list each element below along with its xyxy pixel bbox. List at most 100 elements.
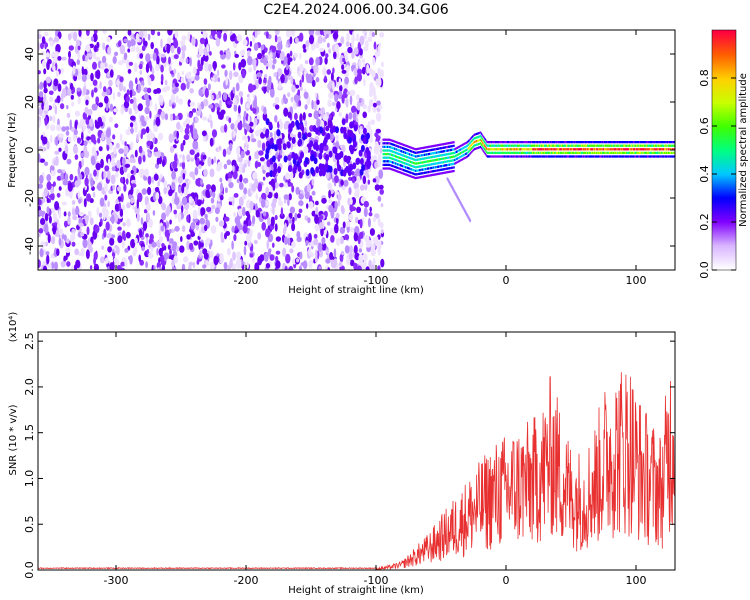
heatmap-ridge-cell — [438, 165, 440, 168]
heatmap-ridge-cell — [422, 154, 424, 157]
heatmap-ridge-cell — [508, 141, 510, 144]
heatmap-noise-cell — [174, 153, 178, 163]
heatmap-ridge-cell — [506, 144, 508, 147]
heatmap-ridge-cell — [627, 155, 629, 158]
heatmap-ridge-cell — [605, 155, 607, 158]
heatmap-ridge-cell — [497, 141, 500, 144]
heatmap-noise-cell — [121, 204, 126, 212]
heatmap-noise-cell — [100, 158, 104, 169]
heatmap-ridge-cell — [448, 149, 450, 152]
heatmap-ridge-cell — [627, 141, 629, 144]
heatmap-noise-cell — [42, 265, 48, 270]
heatmap-ridge-cell — [651, 151, 653, 154]
heatmap-ridge-cell — [619, 155, 621, 158]
heatmap-ridge-cell — [431, 152, 433, 155]
heatmap-ridge-cell — [422, 146, 424, 150]
heatmap-ridge-cell — [500, 151, 502, 154]
heatmap-noise-cell — [232, 251, 236, 261]
heatmap-ridge-cell — [388, 142, 390, 145]
heatmap-ridge-cell — [395, 151, 397, 154]
heatmap-noise-cell — [86, 226, 90, 236]
heatmap-ridge-cell — [411, 146, 413, 150]
heatmap-noise-cell — [113, 108, 119, 113]
heatmap-ridge-cell — [622, 151, 624, 154]
heatmap-ridge-cell — [435, 166, 437, 169]
heatmap-ridge-cell — [439, 158, 441, 161]
heatmap-noise-cell — [119, 267, 125, 270]
heatmap-noise-cell — [274, 178, 277, 183]
heatmap-ridge-cell — [526, 151, 528, 154]
heatmap-ridge-cell — [646, 141, 649, 144]
heatmap-ridge-cell — [382, 145, 384, 148]
heatmap-noise-cell — [198, 46, 204, 56]
heatmap-ridge-cell — [628, 151, 630, 154]
heatmap-noise-cell — [347, 46, 353, 54]
heatmap-ridge-cell — [444, 160, 446, 163]
heatmap-noise-cell — [188, 112, 193, 118]
heatmap-ridge-cell — [412, 176, 415, 179]
heatmap-ridge-cell — [565, 148, 567, 151]
heatmap-ridge-cell — [564, 148, 566, 151]
heatmap-ridge-cell — [629, 155, 631, 158]
heatmap-ridge-cell — [639, 151, 641, 154]
heatmap-ridge-cell — [476, 147, 479, 150]
heatmap-ridge-cell — [412, 172, 414, 175]
heatmap-ridge-cell — [410, 175, 412, 178]
heatmap-noise-cell — [283, 97, 289, 105]
heatmap-ridge-cell — [405, 159, 407, 162]
heatmap-ridge-cell — [420, 161, 422, 164]
heatmap-ridge-cell — [471, 143, 473, 146]
heatmap-ridge-cell — [444, 146, 447, 149]
heatmap-ridge-cell — [626, 144, 628, 147]
heatmap-ridge-cell — [471, 150, 473, 153]
heatmap-noise-cell — [352, 111, 357, 121]
heatmap-ridge-cell — [419, 161, 421, 164]
heatmap-ridge-cell — [608, 141, 610, 144]
heatmap-ridge-cell — [453, 148, 455, 151]
heatmap-ridge-cell — [383, 153, 385, 156]
heatmap-noise-cell — [209, 250, 214, 259]
heatmap-ridge-cell — [399, 146, 401, 149]
heatmap-noise-cell — [356, 206, 362, 213]
heatmap-noise-cell — [118, 81, 123, 92]
heatmap-ridge-cell — [400, 142, 402, 145]
heatmap-ridge-cell — [534, 144, 536, 147]
heatmap-noise-cell — [308, 113, 312, 118]
heatmap-noise-cell — [203, 168, 208, 177]
heatmap-noise-cell — [82, 86, 87, 96]
heatmap-ridge-cell — [490, 141, 492, 144]
heatmap-ridge-cell — [411, 172, 413, 175]
heatmap-ridge-cell — [493, 151, 495, 154]
heatmap-ridge-cell — [393, 165, 395, 168]
heatmap-noise-cell — [234, 216, 240, 225]
heatmap-ridge-cell — [579, 155, 581, 158]
heatmap-ridge-cell — [536, 151, 538, 154]
heatmap-noise-cell — [376, 100, 381, 106]
heatmap-ridge-cell — [532, 155, 534, 158]
heatmap-noise-cell — [341, 64, 345, 71]
heatmap-noise-cell — [88, 53, 93, 58]
heatmap-ridge-cell — [605, 141, 607, 144]
heatmap-noise-cell — [346, 220, 351, 228]
heatmap-ridge-cell — [643, 155, 645, 158]
heatmap-ridge-cell — [407, 149, 409, 152]
heatmap-ridge-cell — [661, 144, 663, 147]
heatmap-ridge-cell — [432, 159, 434, 162]
heatmap-ridge-cell — [428, 149, 430, 152]
heatmap-ridge-cell — [643, 151, 645, 154]
heatmap-ridge-cell — [453, 162, 455, 165]
heatmap-noise-cell — [50, 192, 55, 201]
heatmap-ridge-cell — [590, 151, 592, 154]
heatmap-noise-cell — [93, 87, 98, 93]
heatmap-ridge-cell — [425, 167, 427, 171]
heatmap-ridge-cell — [672, 148, 674, 151]
heatmap-ridge-cell — [410, 153, 412, 156]
heatmap-ridge-cell — [618, 148, 620, 151]
heatmap-ridge-cell — [642, 141, 644, 144]
heatmap-ridge-cell — [405, 166, 407, 169]
heatmap-ridge-cell — [427, 171, 429, 174]
heatmap-ridge-cell — [526, 144, 528, 147]
heatmap-noise-cell — [109, 142, 113, 151]
heatmap-ridge-cell — [500, 144, 502, 147]
heatmap-noise-cell — [161, 246, 165, 252]
